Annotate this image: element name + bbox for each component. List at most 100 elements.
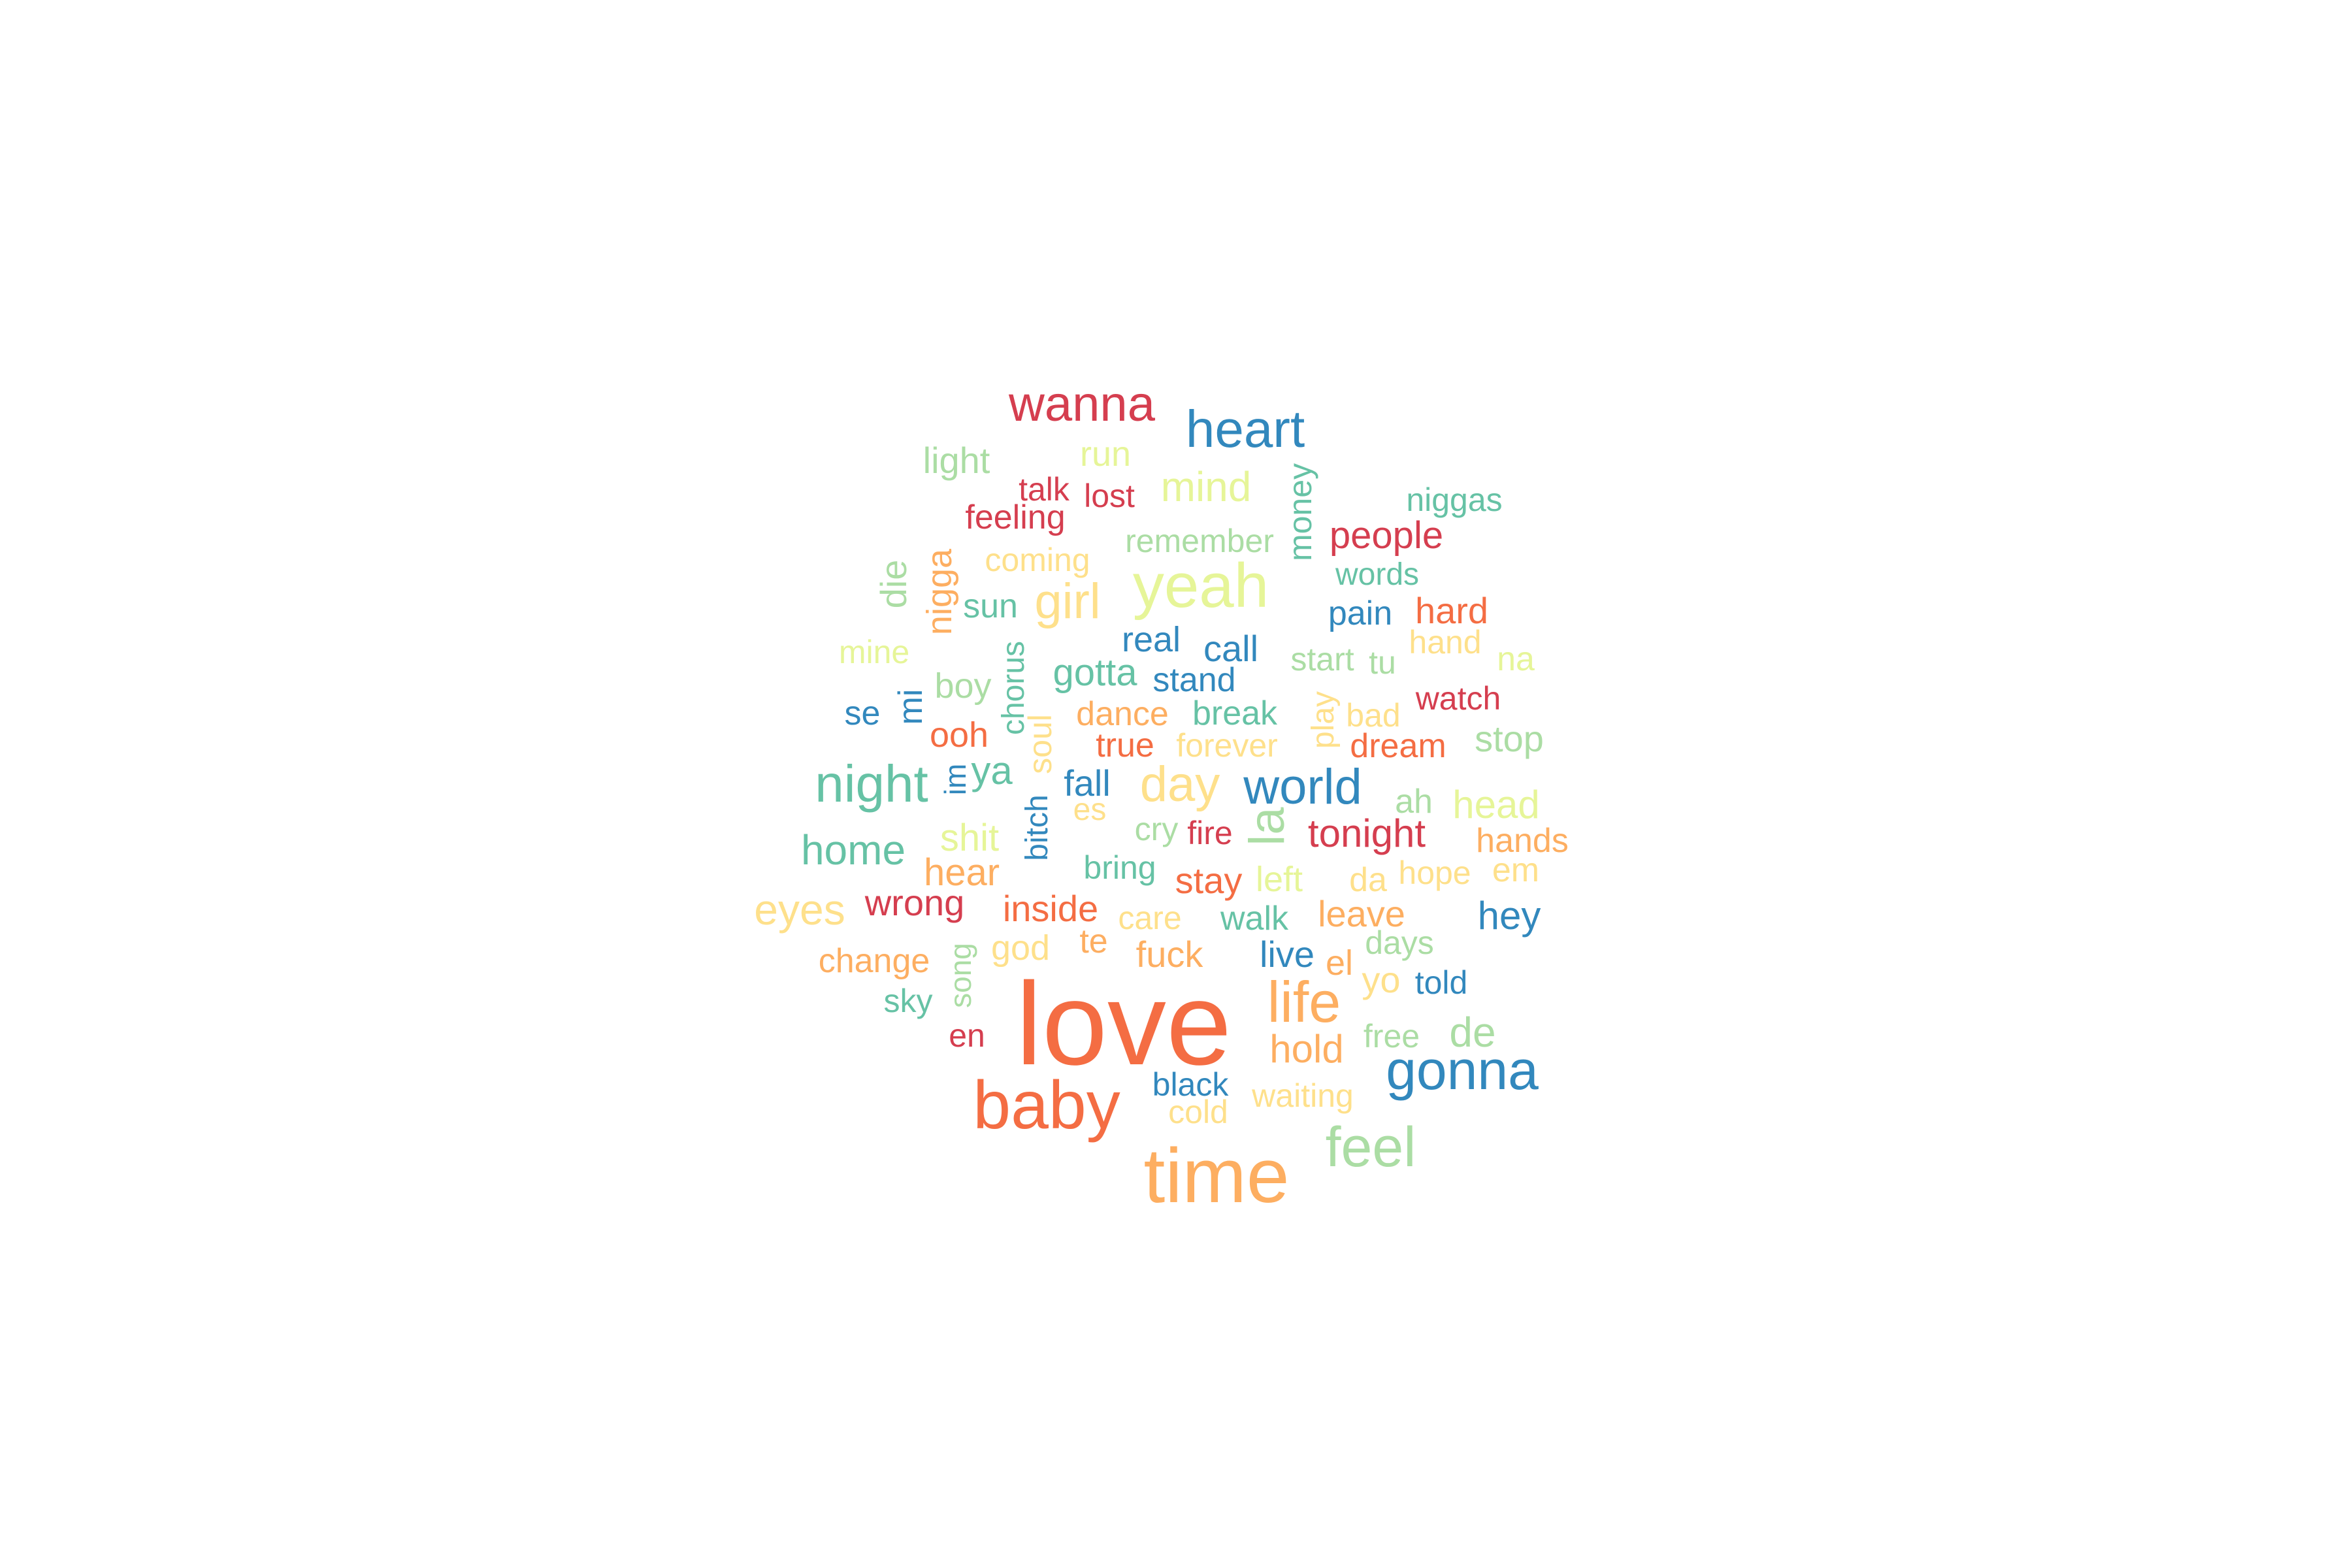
word-words: words [1335,557,1420,592]
word-hey: hey [1477,894,1541,938]
word-world: world [1243,759,1362,815]
word-tu: tu [1369,644,1396,681]
word-de: de [1449,1009,1496,1056]
word-forever: forever [1176,727,1278,764]
word-stop: stop [1475,718,1544,759]
word-free: free [1363,1018,1420,1054]
word-hope: hope [1398,855,1471,891]
word-stay: stay [1175,860,1243,901]
word-talk: talk [1019,471,1070,508]
word-told: told [1414,964,1468,1001]
word-run: run [1079,434,1132,474]
word-hand: hand [1409,624,1482,661]
word-im: im [938,763,972,796]
word-bring: bring [1083,849,1156,886]
word-mi: mi [892,689,930,725]
word-bitch: bitch [1020,794,1054,861]
word-eyes: eyes [754,885,845,934]
word-na: na [1497,640,1535,678]
word-es: es [1073,792,1107,827]
word-hear: hear [923,851,1000,894]
word-true: true [1096,727,1154,764]
word-boy: boy [934,666,992,706]
word-coming: coming [985,542,1090,578]
word-hold: hold [1269,1027,1344,1071]
word-pain: pain [1328,595,1393,632]
word-break: break [1192,694,1278,732]
word-soul: soul [1022,714,1058,774]
word-feel: feel [1325,1116,1416,1179]
word-remember: remember [1125,523,1274,559]
word-gotta: gotta [1053,651,1137,694]
word-gonna: gonna [1386,1039,1539,1101]
word-die: die [873,559,914,609]
word-niggas: niggas [1406,482,1503,518]
word-ooh: ooh [929,715,989,755]
word-se: se [844,694,881,732]
word-cold: cold [1168,1094,1228,1130]
word-walk: walk [1220,900,1289,938]
word-shit: shit [939,817,1000,859]
word-night: night [815,755,928,813]
word-da: da [1349,861,1387,899]
word-hands: hands [1476,822,1569,860]
word-life: life [1267,970,1341,1034]
word-te: te [1079,923,1108,960]
word-heart: heart [1185,400,1305,458]
word-day: day [1139,757,1220,812]
word-la: la [1239,807,1295,846]
word-cry: cry [1134,811,1179,847]
word-en: en [949,1017,985,1054]
word-sky: sky [883,983,933,1019]
word-watch: watch [1415,680,1501,717]
word-baby: baby [973,1068,1120,1143]
word-fire: fire [1187,815,1233,851]
word-play: play [1306,691,1341,749]
word-care: care [1118,900,1182,936]
word-ya: ya [971,749,1013,792]
word-home: home [800,826,906,874]
word-people: people [1329,514,1444,557]
word-mine: mine [838,634,910,670]
word-ah: ah [1395,783,1433,821]
word-fuck: fuck [1135,934,1203,975]
word-stand: stand [1152,661,1236,699]
word-nigga: nigga [920,548,959,636]
word-girl: girl [1034,574,1101,629]
word-money: money [1282,463,1318,562]
word-tonight: tonight [1307,811,1426,855]
word-el: el [1325,943,1354,983]
word-time: time [1143,1133,1290,1219]
word-dance: dance [1076,695,1169,733]
word-real: real [1121,620,1181,659]
word-feeling: feeling [965,498,1066,536]
word-yeah: yeah [1132,551,1269,621]
word-live: live [1259,934,1315,975]
word-inside: inside [1002,888,1099,929]
word-wrong: wrong [864,882,965,923]
word-call: call [1203,628,1259,669]
word-fall: fall [1064,762,1111,804]
word-start: start [1290,641,1354,678]
word-song: song [943,943,977,1008]
word-em: em [1492,851,1540,889]
word-bad: bad [1346,697,1401,734]
word-love: love [1015,958,1232,1090]
word-yo: yo [1362,959,1401,1000]
word-black: black [1152,1066,1229,1103]
word-leave: leave [1318,893,1405,934]
word-god: god [990,928,1051,968]
word-waiting: waiting [1252,1077,1354,1114]
word-hard: hard [1414,590,1489,631]
word-sun: sun [963,587,1018,625]
word-left: left [1255,860,1303,899]
word-wanna: wanna [1009,376,1155,432]
word-days: days [1365,924,1434,961]
word-lost: lost [1084,478,1135,514]
word-change: change [818,942,930,980]
word-mind: mind [1160,463,1252,510]
word-dream: dream [1350,727,1446,765]
word-head: head [1452,783,1540,826]
word-light: light [923,440,990,481]
